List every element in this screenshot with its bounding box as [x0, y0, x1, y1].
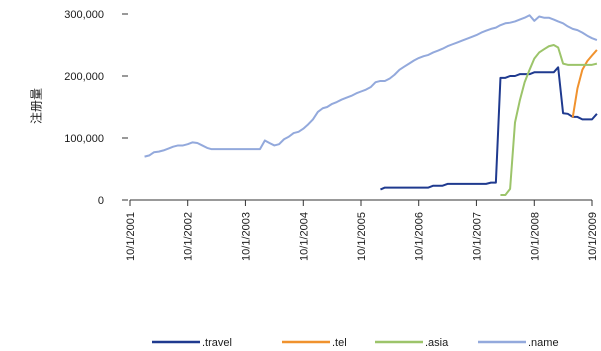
series-line-asia — [500, 44, 598, 197]
x-tick-label: 10/1/2004 — [298, 212, 310, 261]
series-line-name — [144, 14, 598, 158]
x-tick-label: 10/1/2003 — [240, 212, 252, 261]
y-tick-label: 100,000 — [64, 133, 104, 145]
y-axis: 0 100,000 200,000 300,000 — [64, 9, 128, 207]
x-tick-label: 10/1/2005 — [356, 212, 368, 261]
legend-label: .tel — [332, 337, 347, 349]
x-tick-label: 10/1/2002 — [183, 212, 195, 261]
y-axis-title: 注册量 — [29, 88, 44, 124]
x-tick-label: 10/1/2001 — [125, 212, 137, 261]
legend-label: .travel — [202, 337, 232, 349]
legend-label: .asia — [425, 337, 449, 349]
y-tick-label: 0 — [98, 195, 104, 207]
y-tick-label: 300,000 — [64, 9, 104, 21]
x-axis: 10/1/2001 10/1/2002 10/1/2003 10/1/2004 10/1… — [125, 199, 599, 261]
x-tick-label: 10/1/2009 — [587, 212, 599, 261]
series-line-travel — [380, 66, 598, 191]
series-line-tel — [571, 49, 598, 118]
legend-label: .name — [528, 337, 559, 349]
x-tick-label: 10/1/2008 — [529, 212, 541, 261]
legend: .travel .tel .asia .name — [152, 337, 559, 349]
plot-area — [144, 14, 598, 197]
x-tick-label: 10/1/2007 — [471, 212, 483, 261]
x-tick-label: 10/1/2006 — [414, 212, 426, 261]
y-tick-label: 200,000 — [64, 71, 104, 83]
